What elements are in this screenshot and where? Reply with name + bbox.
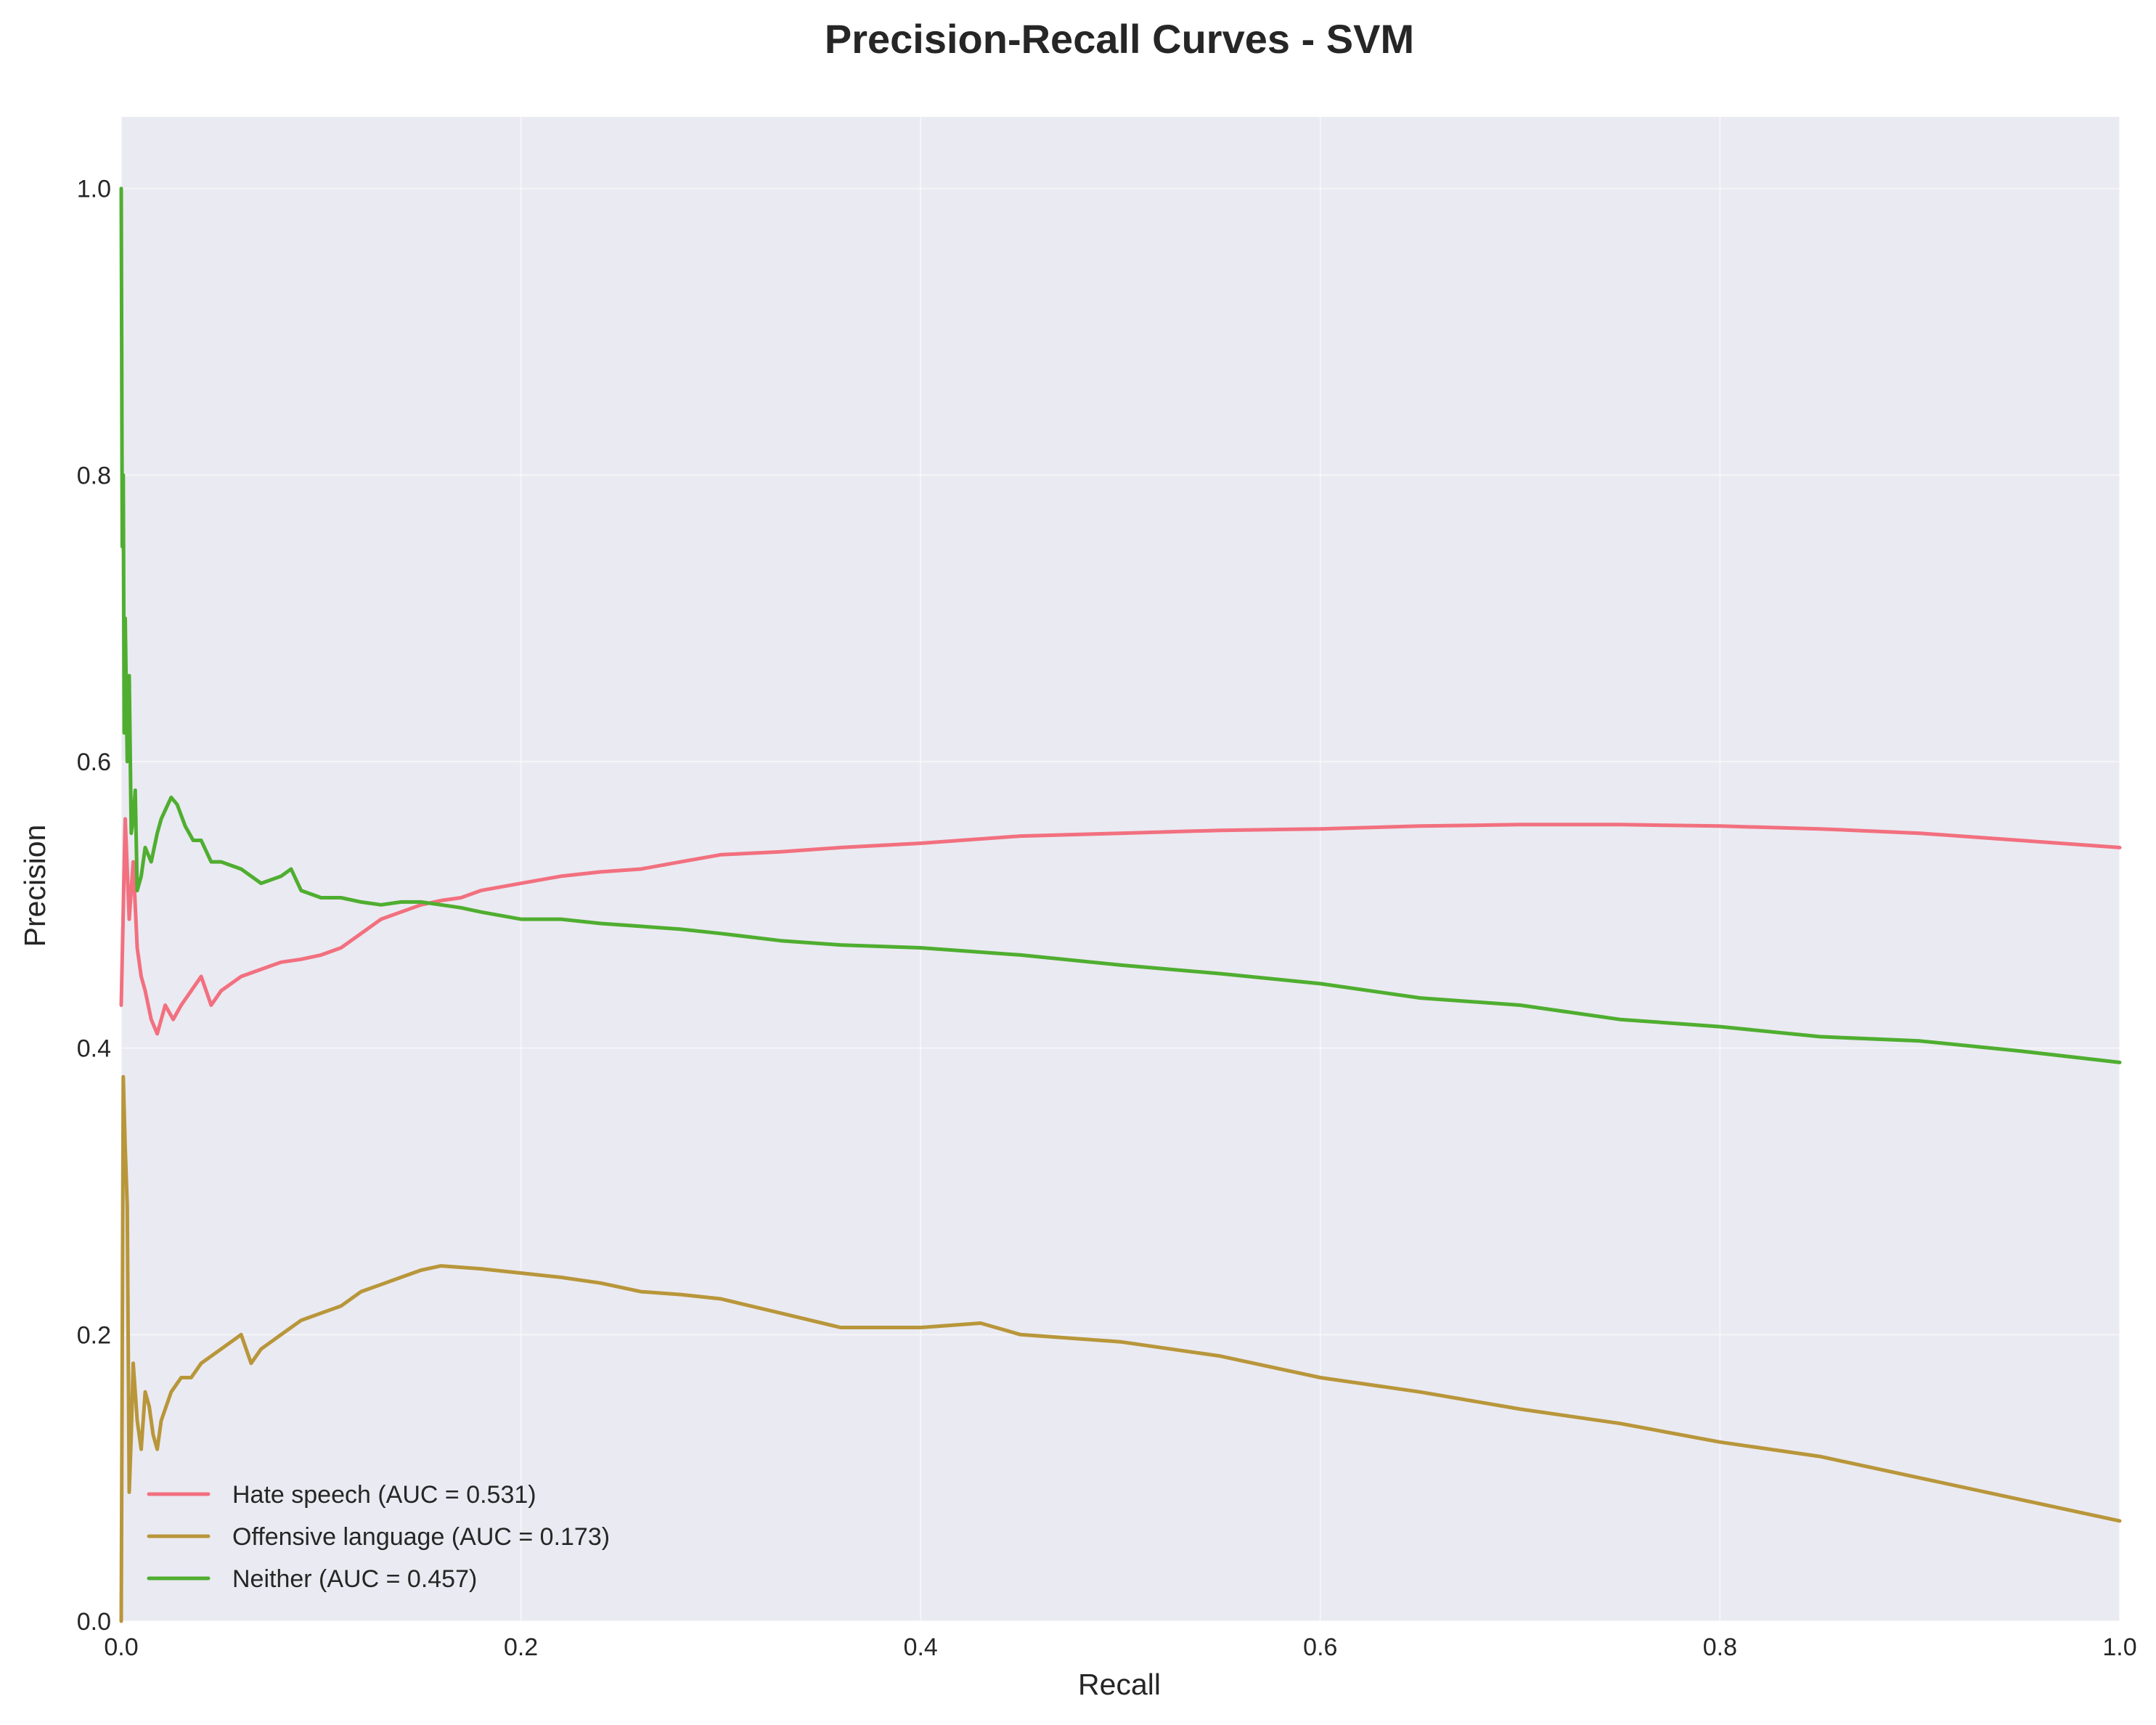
x-tick-label: 1.0	[2102, 1634, 2136, 1661]
legend-label: Offensive language (AUC = 0.173)	[232, 1523, 610, 1551]
series-line-2	[119, 1074, 2122, 1623]
y-tick-labels: 0.0 0.2 0.4 0.6 0.8 1.0	[77, 176, 111, 1636]
series-line-1	[119, 817, 2122, 1036]
x-tick-label: 0.8	[1703, 1634, 1737, 1661]
y-tick-label: 0.4	[77, 1035, 111, 1063]
legend-label: Neither (AUC = 0.457)	[232, 1565, 477, 1593]
x-tick-label: 0.2	[504, 1634, 538, 1661]
x-axis-label: Recall	[1078, 1668, 1161, 1701]
y-axis-label: Precision	[18, 825, 52, 947]
legend-label: Hate speech (AUC = 0.531)	[232, 1481, 536, 1509]
x-tick-label: 0.4	[904, 1634, 938, 1661]
x-tick-label: 0.0	[104, 1634, 138, 1661]
legend: Hate speech (AUC = 0.531) Offensive langu…	[147, 1481, 610, 1593]
series-line-3	[119, 187, 2122, 1064]
plot-area	[121, 117, 2120, 1621]
chart-title: Precision-Recall Curves - SVM	[825, 16, 1414, 62]
x-tick-label: 0.6	[1303, 1634, 1337, 1661]
x-tick-labels: 0.0 0.2 0.4 0.6 0.8 1.0	[104, 1634, 2136, 1661]
y-tick-label: 0.6	[77, 749, 111, 776]
grid-lines	[121, 117, 2120, 1622]
y-tick-label: 0.0	[77, 1608, 111, 1636]
y-tick-label: 0.8	[77, 462, 111, 489]
series-lines	[119, 187, 2122, 1623]
y-tick-label: 0.2	[77, 1321, 111, 1349]
y-tick-label: 1.0	[77, 176, 111, 203]
